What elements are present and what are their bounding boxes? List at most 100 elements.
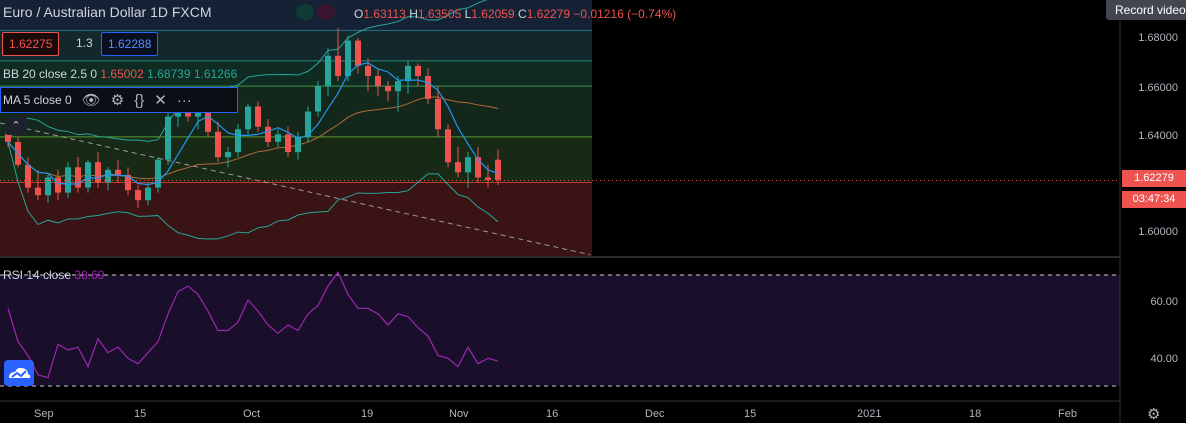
rsi-legend[interactable]: RSI 14 close 38.69 [3,268,105,282]
candle-body [475,157,481,178]
candle-body [65,167,71,193]
countdown-tag: 03:47:34 [1122,191,1186,208]
bb-middle-value: 1.68739 [147,67,191,81]
market-open-icon [296,4,314,20]
candle-body [465,157,471,173]
candle-body [345,40,351,77]
fib-zone [0,182,592,256]
candle-body [25,164,31,188]
record-video-button[interactable]: Record video [1106,0,1186,20]
candle-body [155,159,161,188]
candle-body [435,98,441,130]
bb-lower-value: 1.61266 [193,67,238,81]
buy-price-button[interactable]: 1.62288 [101,32,159,56]
trend-line [0,122,591,256]
rsi-pane [0,271,1120,387]
high-value: 1.63505 [417,7,462,21]
time-label: 16 [546,408,559,420]
trend-line [0,122,591,256]
candle-body [255,106,261,127]
candle-body [85,162,91,188]
ma5-line [7,62,499,186]
rsi-axis-label: 40.00 [1150,353,1178,365]
spread-value: 1.3 [76,36,93,50]
candle-body [365,65,371,77]
candle-body [305,111,311,137]
candle-body [165,116,171,160]
time-label: Sep [34,408,54,420]
time-label: Nov [449,408,469,420]
candle-body [245,106,251,130]
close-value: 1.62279 [526,7,571,21]
time-label: Dec [645,408,665,420]
candle-body [125,174,131,191]
more-icon[interactable]: ··· [176,91,192,109]
candle-body [335,55,341,77]
candle-body [75,167,81,188]
candle-body [45,177,51,196]
price-label: 1.66000 [1138,82,1178,94]
ma-legend[interactable]: MA 5 close 0 👁 ⚙ {} ✕ ··· [0,87,238,113]
collapse-legend-button[interactable]: ⌃ [5,117,27,135]
candle-body [315,86,321,112]
candle-body [295,136,301,153]
candle-body [325,55,331,87]
candle-body [275,134,281,142]
braces-icon[interactable]: {} [134,91,145,109]
candle-body [485,177,491,180]
time-label: Feb [1058,408,1077,420]
symbol-title[interactable]: Euro / Australian Dollar 1D FXCM [3,4,212,20]
candle-body [415,65,421,77]
bb-upper-line [7,0,488,143]
ma-legend-label: MA 5 close 0 [3,93,72,107]
rsi-line [7,271,499,379]
moving-average [7,62,499,186]
bb-legend[interactable]: BB 20 close 2.5 0 1.65002 1.68739 1.6126… [3,67,238,81]
bb-upper-value: 1.65002 [100,67,144,81]
candle-body [95,162,101,183]
low-value: 1.62059 [471,7,515,21]
rsi-band [0,275,1120,386]
candle-body [115,169,121,175]
candle-body [495,159,501,180]
candle-body [135,190,141,201]
candle-body [445,129,451,163]
close-icon[interactable]: ✕ [154,92,167,109]
time-label: 15 [134,408,147,420]
settings-gear-icon[interactable]: ⚙ [1147,406,1161,423]
tradingview-logo[interactable] [4,360,34,386]
status-dots [296,4,338,20]
rsi-value: 38.69 [74,268,105,282]
time-label: Oct [243,408,261,420]
fib-zone [0,60,592,87]
candle-body [205,106,211,132]
rsi-axis-label: 60.00 [1150,296,1178,308]
bb-lower-line [7,141,499,240]
gear-icon[interactable]: ⚙ [110,92,125,109]
candle-body [375,76,381,87]
price-label: 1.68000 [1138,32,1178,44]
eye-icon[interactable]: 👁 [81,92,101,109]
change-value: −0.01216 (−0.74%) [573,7,677,21]
price-label: 1.60000 [1138,226,1178,238]
candle-body [145,187,151,201]
candle-body [385,86,391,92]
candle-body [455,162,461,173]
last-price-tag: 1.62279 [1122,170,1186,187]
candle-body [355,40,361,66]
candles [5,27,501,208]
time-label: 19 [361,408,374,420]
candle-body [215,131,221,158]
ohlc-values: O1.63113 H1.63505 L1.62059 C1.62279 −0.0… [354,7,677,21]
candle-body [425,76,431,99]
candle-body [395,81,401,92]
candle-body [235,129,241,153]
cloud-icon [9,367,31,378]
candle-body [285,134,291,153]
time-label: 2021 [857,408,882,420]
sell-price-button[interactable]: 1.62275 [2,32,60,56]
candle-body [265,126,271,142]
candle-body [35,187,41,196]
candle-body [225,152,231,158]
